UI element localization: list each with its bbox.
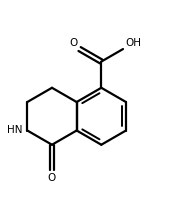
Text: HN: HN [7, 125, 23, 135]
Text: O: O [69, 38, 78, 48]
Text: OH: OH [125, 38, 141, 48]
Text: O: O [48, 173, 56, 183]
